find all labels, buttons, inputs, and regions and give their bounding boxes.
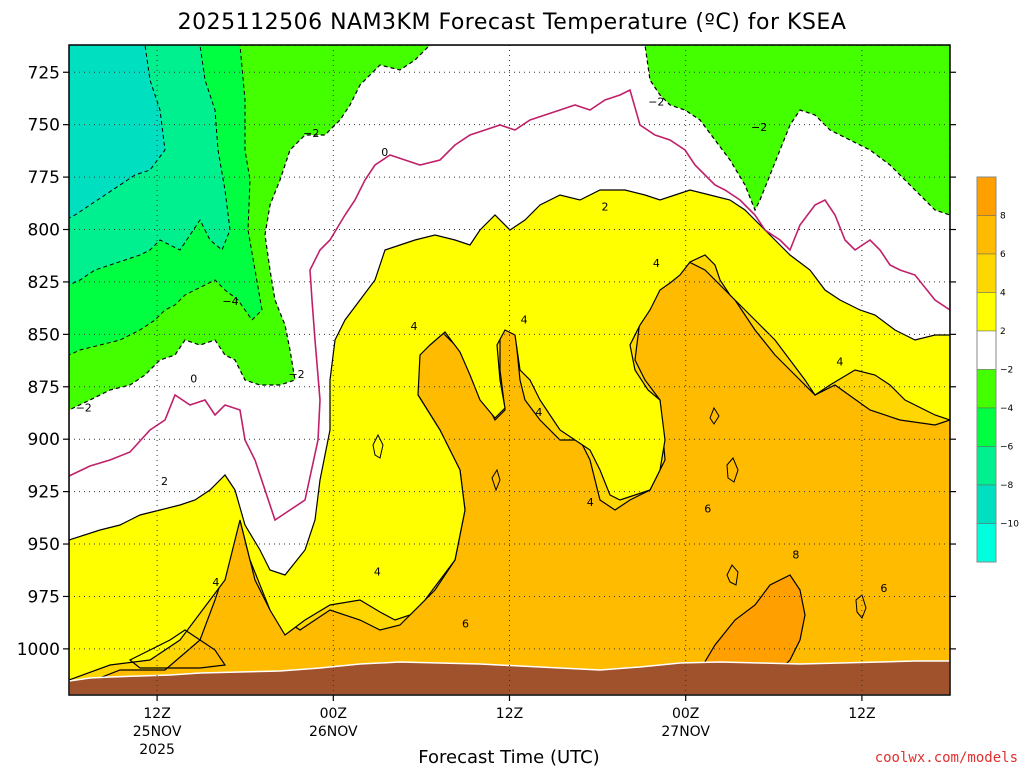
contour-island-f (855, 594, 867, 619)
x-tick-label: 12Z (848, 706, 875, 722)
contour-island-c (709, 406, 720, 425)
colorbar-swatch (976, 523, 997, 563)
credit-text: coolwx.com/models (875, 750, 1018, 766)
contour-label: 4 (411, 320, 418, 333)
y-tick-label: 825 (28, 273, 60, 293)
y-tick-label: 725 (28, 63, 60, 83)
terrain (69, 660, 950, 695)
x-tick-date: 25NOV (133, 724, 182, 740)
colorbar-swatch (976, 292, 997, 332)
colorbar-label: 2 (1000, 327, 1006, 337)
contour-label: 4 (374, 565, 381, 578)
y-tick-label: 800 (28, 221, 60, 241)
colorbar-frame (976, 176, 997, 563)
contour-label: 2 (601, 200, 608, 213)
colorbar-label: −2 (1000, 366, 1013, 376)
colorbar: 8 6 4 2 −2 −4 −6 −8 −10 (976, 176, 1019, 563)
colorbar-label: −10 (1000, 520, 1019, 530)
contour-label: −2 (303, 127, 319, 140)
contour-label: −4 (222, 295, 238, 308)
y-tick-label: 950 (28, 535, 60, 555)
colorbar-label: 4 (1000, 289, 1006, 299)
contour-label: 6 (462, 618, 469, 631)
contour-label: 4 (653, 257, 660, 270)
contour-label: 6 (704, 502, 711, 515)
contour-island-b (491, 468, 501, 492)
y-tick-label: 925 (28, 483, 60, 503)
x-tick-label: 12Z (496, 706, 523, 722)
colorbar-swatch (976, 215, 997, 255)
colorbar-label: 6 (1000, 250, 1006, 260)
contour-8-region (698, 574, 806, 671)
y-tick-label: 1000 (17, 640, 60, 660)
contour-label: −2 (648, 96, 664, 109)
contour-label: 4 (535, 406, 542, 419)
colorbar-swatch (976, 176, 997, 216)
contour-label: 4 (587, 496, 594, 509)
y-tick-label: 750 (28, 116, 60, 136)
band-minus4-to-minus2-right (644, 45, 950, 216)
contour-label: 4 (836, 356, 843, 369)
temperature-fields (69, 45, 950, 695)
contour-island-a (372, 433, 384, 459)
contour-label: 2 (161, 475, 168, 488)
x-tick-label: 00Z (320, 706, 347, 722)
contour-label: 4 (212, 576, 219, 589)
colorbar-swatch (976, 369, 997, 409)
contour-label: 4 (521, 314, 528, 327)
contour-island-e (726, 564, 739, 586)
y-tick-label: 850 (28, 325, 60, 345)
x-axis: 12Z 25NOV 2025 00Z 26NOV 12Z 00Z 27NOV 12Z (133, 695, 876, 758)
contour-labels: −2 −2 −2 −2 −2 −4 0 0 2 2 4 4 4 4 4 4 4 4 6 6 6 8 (76, 96, 888, 631)
contour-label: 8 (792, 549, 799, 562)
colorbar-swatch (976, 484, 997, 524)
contour-island-d (726, 457, 739, 483)
y-tick-label: 900 (28, 430, 60, 450)
colorbar-swatch (976, 407, 997, 447)
x-tick-date: 26NOV (309, 724, 358, 740)
x-tick-label: 00Z (672, 706, 699, 722)
colorbar-swatch (976, 446, 997, 486)
y-tick-label: 775 (28, 168, 60, 188)
x-tick-label: 12Z (143, 706, 170, 722)
contour-label: 0 (381, 146, 388, 159)
contour-label: −2 (288, 368, 304, 381)
colorbar-label: −6 (1000, 443, 1014, 453)
contour-label: 0 (190, 372, 197, 385)
colorbar-label: −8 (1000, 481, 1014, 491)
colorbar-label: −4 (1000, 404, 1014, 414)
y-tick-label: 875 (28, 378, 60, 398)
x-tick-year: 2025 (139, 742, 175, 758)
contour-label: 6 (880, 582, 887, 595)
grid-lines (69, 45, 950, 695)
contour-label: −2 (76, 402, 92, 415)
contour-label: −2 (751, 121, 767, 134)
colorbar-swatch (976, 330, 997, 370)
colorbar-label: 8 (1000, 212, 1006, 222)
contour-6-blob-a (128, 629, 227, 669)
colorbar-swatch (976, 253, 997, 293)
x-axis-title: Forecast Time (UTC) (418, 747, 599, 768)
band-minus10-to-minus8 (69, 45, 166, 219)
contour-0 (69, 88, 950, 522)
y-tick-label: 975 (28, 587, 60, 607)
chart-title: 2025112506 NAM3KM Forecast Temperature (… (178, 10, 847, 35)
x-tick-date: 27NOV (661, 724, 710, 740)
